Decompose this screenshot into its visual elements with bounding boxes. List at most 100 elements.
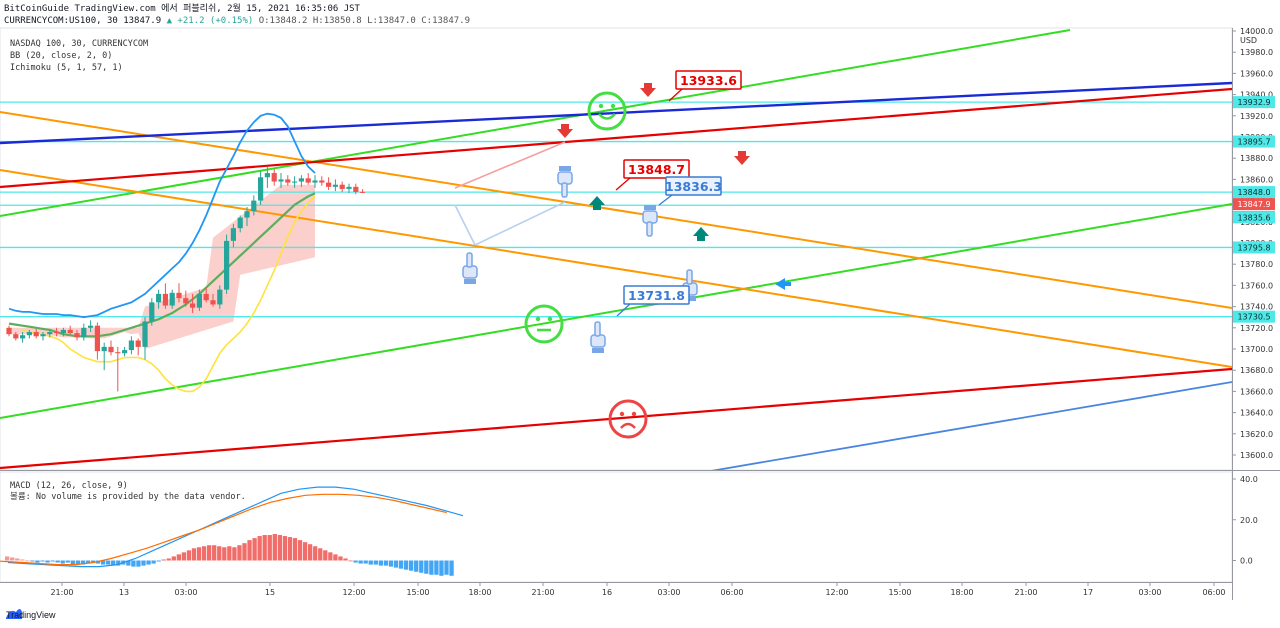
candle-body[interactable] [210,300,216,305]
candle-body[interactable] [142,321,148,347]
candle-body[interactable] [346,186,352,189]
green-trendline[interactable] [0,203,1232,419]
symbol-label[interactable]: CURRENCYCOM:US100, 30 [4,16,118,26]
candle-body[interactable] [353,186,359,192]
candle-body[interactable] [305,178,311,183]
macd-histogram-bar [419,560,424,573]
up-arrow-icon[interactable] [693,227,709,241]
candle-body[interactable] [169,292,175,306]
time-tick-label: 18:00 [468,588,491,597]
candle-body[interactable] [47,332,53,335]
candle-body[interactable] [244,211,250,218]
candle-body[interactable] [88,325,94,328]
left-arrow-icon[interactable] [775,278,791,290]
candle-body[interactable] [312,180,318,183]
price-callout[interactable]: 13731.8 [616,285,690,317]
candle-body[interactable] [135,340,141,347]
candle-body[interactable] [176,292,182,299]
callout-label: 13836.3 [665,179,722,194]
blue-trendline[interactable] [0,81,1232,145]
pointing-hand-icon[interactable] [462,252,478,284]
candle-body[interactable] [183,298,189,304]
candle-body[interactable] [101,346,107,352]
up-arrow-icon[interactable] [589,196,605,210]
candle-body[interactable] [298,178,304,182]
price-tags: 13932.913895.713848.013847.924:5513835.6… [1233,96,1275,323]
candle-body[interactable] [6,327,12,335]
candle-body[interactable] [115,352,121,354]
green-trendline[interactable] [0,29,1071,217]
pointing-hand-icon[interactable] [557,166,573,198]
candle-body[interactable] [230,228,236,241]
candle-body[interactable] [190,303,196,308]
macd-histogram-bar [287,537,293,561]
candle-body[interactable] [94,325,100,352]
macd-histogram-bar [409,560,414,571]
candle-body[interactable] [271,173,277,182]
candle-body[interactable] [224,240,230,290]
projection-arrow[interactable] [474,201,566,246]
candle-body[interactable] [339,184,345,189]
candle-body[interactable] [74,333,80,338]
candle-body[interactable] [81,327,87,338]
callout-pointer [658,194,673,206]
candle-body[interactable] [13,334,19,339]
candle-body[interactable] [20,335,26,339]
down-arrow-icon[interactable] [557,124,573,138]
red-trendline[interactable] [0,367,1232,470]
candle-body[interactable] [67,329,73,334]
candle-body[interactable] [264,173,270,178]
candle-body[interactable] [108,346,114,353]
candle-body[interactable] [319,180,325,183]
red-trendline[interactable] [0,87,1232,189]
price-change: +21.2 (+0.15%) [177,16,254,26]
pointing-hand-icon[interactable] [590,321,606,353]
projection-arrow[interactable] [454,204,476,246]
candle-body[interactable] [326,182,332,187]
candle-body[interactable] [203,293,209,301]
candle-body[interactable] [251,200,257,212]
candle-body[interactable] [237,217,243,229]
candle-body[interactable] [60,329,66,334]
macd-line [7,486,464,568]
price-callout[interactable]: 13848.7 [615,159,690,191]
pointing-hand-icon[interactable] [642,205,658,237]
candle-body[interactable] [278,179,284,182]
neutral-face-icon-eye [547,316,553,322]
candle-body[interactable] [285,179,291,183]
pointing-hand-icon-palm [642,210,658,224]
candle-body[interactable] [26,332,32,336]
candle-body[interactable] [217,289,223,305]
candle-body[interactable] [122,350,128,354]
down-arrow-icon[interactable] [734,151,750,165]
candle-body[interactable] [196,293,202,308]
sad-face-icon[interactable] [608,399,648,439]
candle-body[interactable] [40,334,46,337]
orange-trendline[interactable] [0,169,1232,368]
candle-body[interactable] [149,302,155,322]
price-callout[interactable]: 13836.3 [658,176,722,206]
neutral-face-icon[interactable] [524,304,564,344]
price-axis[interactable]: 14000.013980.013960.013940.013920.013900… [1232,27,1273,460]
candle-body[interactable] [292,181,298,183]
candle-body[interactable] [54,332,60,334]
projection-arrow[interactable] [454,141,566,189]
macd-pane [0,471,1233,583]
publish-info: BitCoinGuide TradingView.com 에서 퍼블리쉬, 2월… [4,4,360,14]
candle-body[interactable] [156,293,162,303]
candle-body[interactable] [332,184,338,187]
down-arrow-icon[interactable] [640,83,656,97]
light-blue-trendline[interactable] [705,381,1232,472]
pointing-hand-icon-cuff [464,279,476,284]
macd-histogram-bar [146,560,151,565]
candle-body[interactable] [33,332,39,337]
price-callout[interactable]: 13933.6 [668,70,742,102]
candle-body[interactable] [128,340,134,351]
orange-trendline[interactable] [0,111,1232,309]
candle-body[interactable] [258,177,264,201]
happy-face-icon[interactable] [587,91,627,131]
candle-body[interactable] [162,293,168,306]
time-axis[interactable]: 21:00 13 03:00 15 12:00 15:00 18:00 21:00 16 03:0… [50,582,1226,597]
candle-body[interactable] [360,191,366,193]
